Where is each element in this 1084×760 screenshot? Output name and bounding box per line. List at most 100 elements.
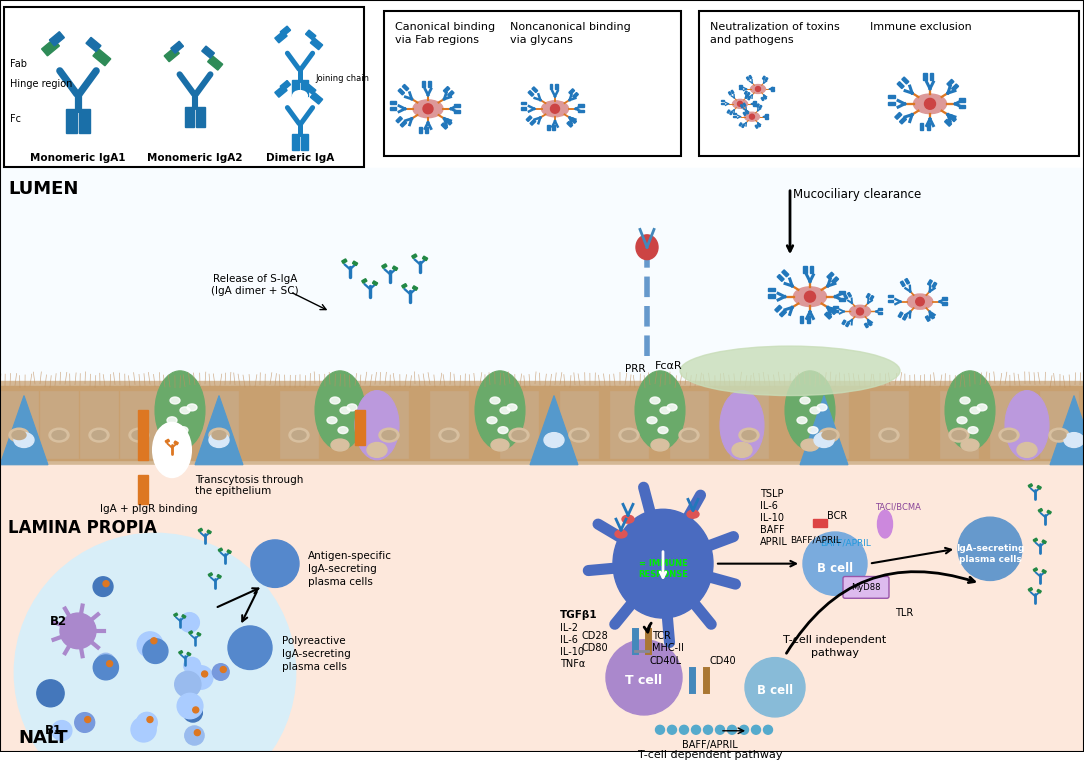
Bar — [747, 93, 750, 96]
Text: Monomeric IgA2: Monomeric IgA2 — [147, 154, 243, 163]
Bar — [390, 101, 396, 104]
Circle shape — [93, 655, 118, 680]
Bar — [930, 74, 933, 80]
Bar — [0, 381, 1084, 465]
Ellipse shape — [292, 431, 306, 439]
Text: Hinge region: Hinge region — [10, 79, 73, 89]
Ellipse shape — [615, 530, 627, 538]
Text: MyD88: MyD88 — [851, 583, 880, 592]
Bar — [775, 306, 782, 312]
Bar — [189, 631, 193, 635]
Text: B2: B2 — [50, 615, 67, 628]
Text: FcαR: FcαR — [655, 361, 683, 371]
Bar — [400, 121, 406, 127]
Bar — [842, 320, 846, 325]
Ellipse shape — [745, 112, 760, 121]
Bar — [528, 90, 533, 97]
Ellipse shape — [680, 346, 900, 395]
Bar — [905, 278, 909, 284]
Ellipse shape — [914, 94, 946, 114]
Ellipse shape — [498, 426, 508, 434]
Ellipse shape — [170, 397, 180, 404]
Bar — [740, 105, 744, 108]
Circle shape — [423, 104, 433, 114]
Bar — [362, 279, 367, 283]
Bar — [80, 391, 118, 458]
Circle shape — [183, 704, 203, 722]
Circle shape — [727, 725, 736, 734]
Bar — [402, 84, 409, 90]
Bar — [926, 315, 930, 321]
Bar — [202, 46, 215, 58]
Text: = IMMUNE
RESPONSE: = IMMUNE RESPONSE — [638, 559, 688, 578]
Circle shape — [237, 649, 258, 668]
Bar — [0, 168, 1084, 381]
Circle shape — [212, 663, 229, 680]
Bar — [759, 106, 762, 109]
Bar — [275, 31, 287, 43]
Circle shape — [219, 757, 225, 760]
Text: TGFβ1: TGFβ1 — [560, 610, 597, 620]
Bar — [392, 266, 398, 271]
Ellipse shape — [338, 426, 348, 434]
Ellipse shape — [382, 431, 396, 439]
Text: BAFF: BAFF — [760, 525, 785, 535]
Bar — [769, 288, 775, 291]
Bar — [0, 465, 1084, 752]
Bar — [888, 300, 893, 302]
Text: NALT: NALT — [18, 729, 67, 746]
Circle shape — [106, 660, 113, 667]
Bar — [746, 111, 749, 114]
Text: Fab: Fab — [10, 59, 27, 69]
Circle shape — [184, 657, 201, 674]
Ellipse shape — [180, 407, 190, 414]
Bar — [526, 116, 532, 122]
Ellipse shape — [491, 439, 509, 451]
Ellipse shape — [817, 404, 827, 411]
Bar — [753, 104, 756, 106]
Ellipse shape — [167, 416, 177, 424]
Bar — [728, 92, 732, 95]
Bar — [275, 86, 287, 97]
Bar — [208, 56, 222, 70]
Bar — [186, 652, 191, 656]
Text: PRR: PRR — [625, 364, 645, 374]
Bar — [532, 87, 538, 93]
Bar — [839, 298, 846, 301]
Text: IL-10: IL-10 — [760, 513, 784, 523]
Ellipse shape — [970, 407, 980, 414]
Bar — [730, 112, 733, 115]
Circle shape — [251, 540, 299, 587]
Ellipse shape — [129, 428, 149, 442]
Ellipse shape — [475, 371, 525, 450]
Bar — [745, 91, 747, 94]
Text: TACI/BCMA: TACI/BCMA — [875, 502, 921, 511]
Bar — [930, 313, 934, 319]
Bar — [310, 38, 323, 49]
Bar — [398, 89, 404, 95]
Circle shape — [137, 712, 157, 733]
Circle shape — [916, 297, 925, 306]
Bar — [827, 272, 834, 279]
Circle shape — [193, 707, 198, 713]
Bar — [354, 410, 365, 445]
Text: LUMEN: LUMEN — [8, 180, 78, 198]
Bar — [571, 118, 577, 123]
Bar — [382, 264, 387, 268]
Circle shape — [85, 717, 91, 723]
Bar — [1033, 568, 1037, 572]
Circle shape — [856, 308, 864, 315]
Bar — [731, 90, 734, 93]
Ellipse shape — [733, 100, 748, 108]
Bar — [894, 112, 902, 119]
Text: Monomeric IgA1: Monomeric IgA1 — [30, 154, 126, 163]
Circle shape — [692, 725, 700, 734]
Text: T-cell dependent pathway: T-cell dependent pathway — [637, 749, 783, 759]
Circle shape — [147, 717, 153, 723]
Bar — [138, 475, 149, 505]
Ellipse shape — [188, 404, 197, 411]
Bar — [834, 306, 838, 308]
Circle shape — [220, 667, 227, 673]
Ellipse shape — [957, 416, 967, 424]
Ellipse shape — [9, 428, 29, 442]
